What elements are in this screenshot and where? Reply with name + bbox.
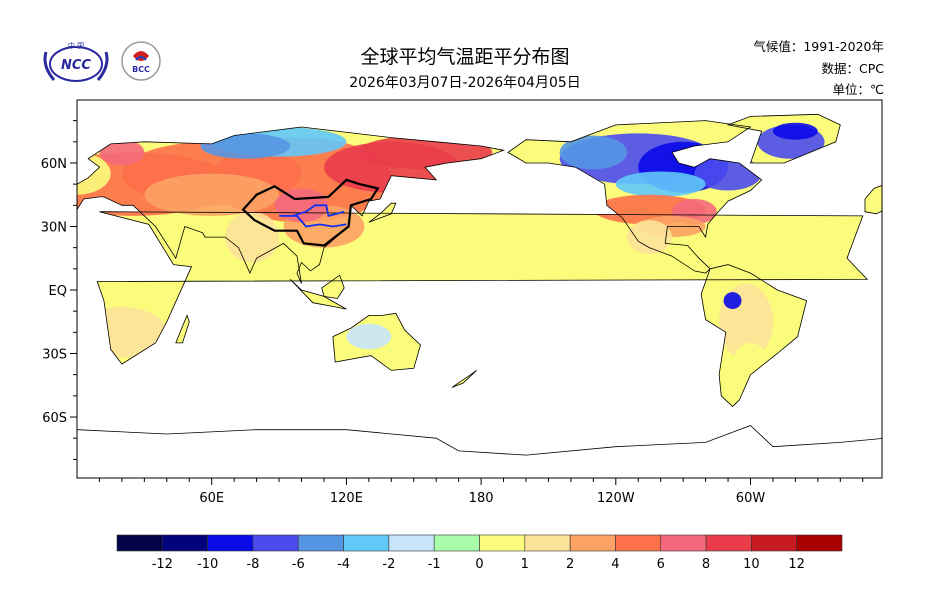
legend-swatch — [297, 534, 344, 552]
lat-label: 30N — [41, 220, 67, 235]
legend-label: -8 — [246, 557, 259, 572]
lat-label: 60N — [41, 157, 67, 172]
legend-swatch — [705, 534, 752, 552]
date-range: 2026年03月07日-2026年04月05日 — [349, 75, 581, 91]
legend-label: 8 — [702, 557, 710, 572]
anomaly-region — [225, 211, 280, 263]
legend-label: -4 — [337, 557, 350, 572]
svg-text:中 国: 中 国 — [68, 41, 84, 50]
legend-label: -10 — [197, 557, 218, 572]
coastline-japan — [368, 202, 397, 223]
anomaly-region — [559, 135, 628, 170]
legend-label: -6 — [292, 557, 305, 572]
legend-swatch — [162, 534, 208, 552]
anomaly-region — [346, 323, 392, 350]
bcc-logo: BCC — [120, 40, 162, 88]
lat-label: 30S — [42, 348, 67, 363]
legend-swatch — [479, 534, 526, 552]
legend-swatch — [569, 534, 616, 552]
map-frame — [76, 99, 883, 479]
legend-swatch — [660, 534, 707, 552]
lon-label: 120E — [330, 491, 363, 506]
anomaly-region — [144, 173, 280, 216]
yellow-river — [292, 204, 345, 218]
coastline-greenland — [726, 113, 841, 164]
legend-swatch — [796, 534, 843, 552]
landmass-madagascar — [175, 315, 190, 343]
ncc-logo: NCC 中 国 — [40, 40, 112, 88]
map-title: 全球平均气温距平分布图 — [360, 46, 570, 68]
legend-swatch — [116, 534, 163, 552]
anomaly-region — [772, 122, 818, 140]
climatology-period: 气候值：1991-2020年 — [753, 39, 884, 54]
data-source: 数据：CPC — [821, 61, 885, 76]
lon-label: 180 — [469, 491, 494, 506]
legend-swatch — [207, 534, 254, 552]
coastline-borneo — [321, 274, 345, 299]
legend-swatch — [252, 534, 299, 552]
antarctica-coastline — [77, 425, 882, 456]
landmass-iberia — [865, 185, 882, 214]
svg-text:BCC: BCC — [132, 65, 150, 74]
lon-label: 120W — [597, 491, 635, 506]
legend-label: -2 — [382, 557, 395, 572]
anomaly-region — [627, 220, 672, 255]
legend-label: -12 — [152, 557, 173, 572]
coastline-africa — [96, 211, 869, 365]
legend-swatch — [388, 534, 435, 552]
legend-label: -1 — [428, 557, 441, 572]
legend-label: 0 — [475, 557, 483, 572]
coastline-iberia — [864, 184, 882, 215]
legend-swatch — [751, 534, 797, 552]
coastline-australia — [332, 312, 421, 371]
svg-text:NCC: NCC — [61, 58, 91, 73]
legend-swatch — [615, 534, 662, 552]
coastline-nz — [451, 370, 477, 388]
anomaly-region — [77, 247, 190, 312]
anomaly-region — [200, 133, 291, 159]
legend-label: 12 — [788, 557, 805, 572]
anomaly-region — [615, 171, 706, 197]
legend-label: 4 — [611, 557, 619, 572]
coastline-indonesia — [290, 279, 347, 310]
legend-swatch — [433, 534, 480, 552]
china-border — [241, 178, 380, 247]
legend-label: 10 — [743, 557, 760, 572]
coastline-madagascar — [175, 314, 190, 344]
legend-swatch — [524, 534, 571, 552]
legend-label: 2 — [566, 557, 574, 572]
legend-label: 6 — [657, 557, 665, 572]
lon-label: 60E — [199, 491, 224, 506]
lat-label: 60S — [42, 411, 67, 426]
lat-label: EQ — [49, 284, 67, 299]
anomaly-region — [99, 139, 145, 166]
coastline-samerica — [700, 264, 808, 407]
anomaly-region — [77, 306, 167, 358]
legend-label: 1 — [521, 557, 529, 572]
coastline-namerica — [507, 120, 763, 274]
anomaly-region — [723, 292, 742, 310]
anomaly-region — [732, 342, 769, 386]
lon-label: 60W — [736, 491, 766, 506]
unit-label: 单位：℃ — [832, 82, 884, 97]
legend-swatch — [343, 534, 390, 552]
landmass-indonesia — [290, 279, 347, 310]
